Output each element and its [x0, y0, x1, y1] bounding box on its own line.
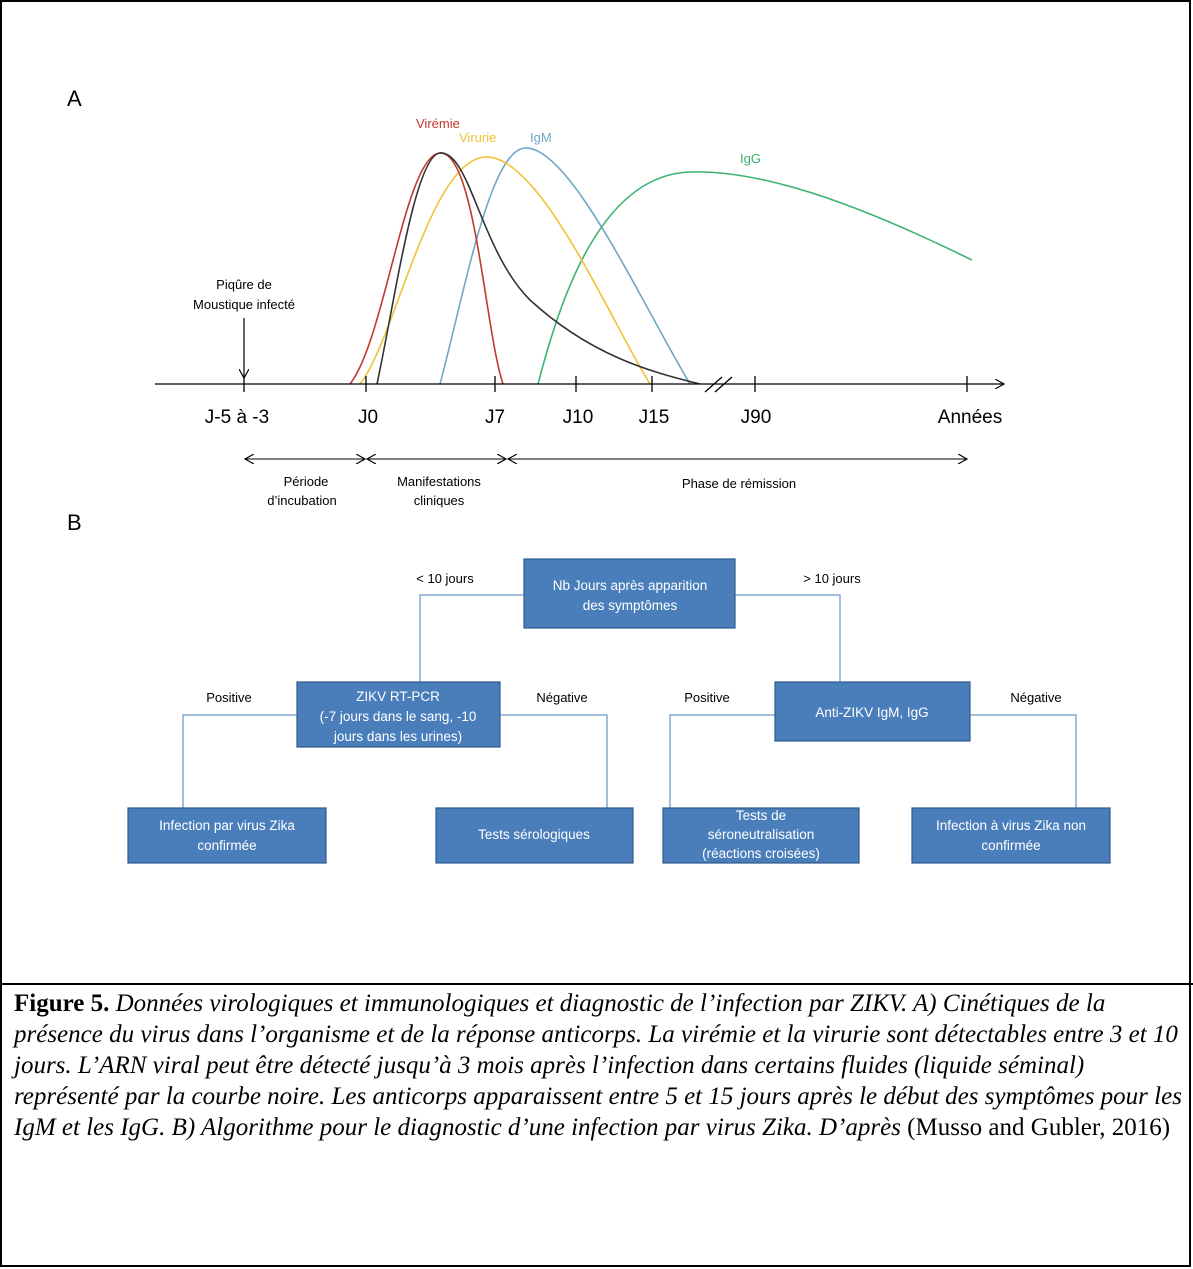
igm-label: IgM: [530, 130, 552, 145]
bite-label-line2: Moustique infecté: [193, 297, 295, 312]
leaf-not-confirmed-line1: Infection à virus Zika non: [936, 818, 1086, 833]
pcr-text-line2: (-7 jours dans le sang, -10: [320, 709, 477, 724]
leaf-seroneutralisation-box: [662, 807, 860, 864]
igg-curve: [537, 171, 973, 385]
axis-break: [704, 376, 733, 393]
serology-text: Anti-ZIKV IgM, IgG: [815, 705, 928, 720]
tick-label-j90: J90: [741, 407, 772, 428]
viremie-curve: [349, 152, 504, 385]
tick-label-j0: J0: [358, 407, 378, 428]
flowchart-connectors: [182, 594, 1077, 808]
tick-label-j-5: J-5 à -3: [205, 407, 269, 428]
pcr-text-line1: ZIKV RT-PCR: [356, 689, 440, 704]
caption-divider: [0, 983, 1193, 985]
incubation-label-line2: d’incubation: [267, 493, 336, 508]
flowchart-boxes: [127, 558, 1111, 864]
remission-label: Phase de rémission: [682, 476, 796, 491]
negative-label-1: Négative: [536, 690, 587, 705]
positive-label-2: Positive: [684, 690, 730, 705]
clinical-label-line2: cliniques: [414, 493, 465, 508]
virurie-curve: [359, 156, 651, 385]
caption-label: Figure 5.: [14, 990, 110, 1017]
caption-text: Données virologiques et immunologiques e…: [14, 990, 1182, 1141]
igg-label: IgG: [740, 151, 761, 166]
leaf-serology-tests-text: Tests sérologiques: [478, 827, 590, 842]
pcr-text-line3: jours dans les urines): [333, 729, 462, 744]
leaf-not-confirmed-box: [911, 807, 1111, 864]
positive-label-1: Positive: [206, 690, 252, 705]
negative-label-2: Négative: [1010, 690, 1061, 705]
axis-ticks: [243, 376, 968, 392]
root-text-line2: des symptômes: [583, 598, 678, 613]
rna-curve: [376, 152, 701, 385]
clinical-label-line1: Manifestations: [397, 474, 481, 489]
leaf-confirmed-box: [127, 807, 327, 864]
leaf-seroneutralisation-line2: séroneutralisation: [708, 827, 815, 842]
viremie-label: Virémie: [416, 116, 460, 131]
leaf-not-confirmed-line2: confirmée: [981, 838, 1040, 853]
caption-reference: (Musso and Gubler, 2016): [900, 1114, 1171, 1141]
leaf-serology-tests-box: [435, 807, 634, 864]
branch-left-label: < 10 jours: [416, 571, 474, 586]
serology-box: [774, 681, 971, 742]
tick-label-j15: J15: [639, 407, 670, 428]
tick-label-j10: J10: [563, 407, 594, 428]
figure-caption: Figure 5. Données virologiques et immuno…: [14, 988, 1184, 1143]
leaf-seroneutralisation-line1: Tests de: [736, 808, 786, 823]
igm-curve: [439, 147, 691, 385]
root-text-line1: Nb Jours après apparition: [553, 578, 708, 593]
bite-label-line1: Piqûre de: [216, 277, 272, 292]
pcr-box: [296, 681, 501, 748]
panel-a-label: A: [67, 86, 82, 111]
root-box: [523, 558, 736, 629]
leaf-seroneutralisation-line3: (réactions croisées): [702, 846, 820, 861]
branch-right-label: > 10 jours: [803, 571, 861, 586]
panel-b-label: B: [67, 510, 82, 535]
figure-diagram: A Virémie Virurie IgM IgG Piqûre de Mous…: [67, 86, 1111, 864]
incubation-label-line1: Période: [284, 474, 329, 489]
tick-label-annees: Années: [938, 407, 1002, 428]
virurie-label: Virurie: [459, 130, 496, 145]
tick-label-j7: J7: [485, 407, 505, 428]
leaf-confirmed-line1: Infection par virus Zika: [159, 818, 295, 833]
leaf-confirmed-line2: confirmée: [197, 838, 256, 853]
